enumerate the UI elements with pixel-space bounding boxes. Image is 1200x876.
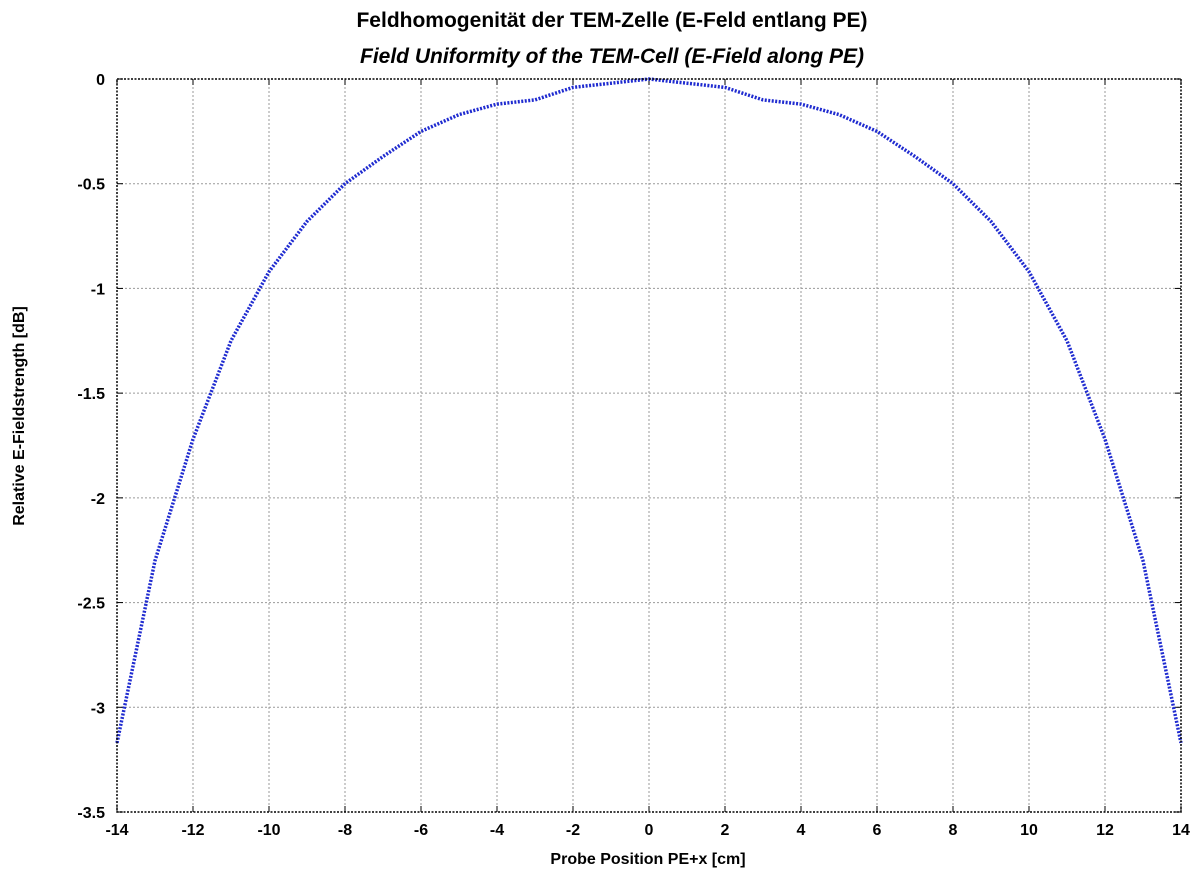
x-tick-label: 4 [797,822,806,839]
x-tick-label: -10 [257,822,280,839]
y-axis-label: Relative E-Fieldstrength [dB] [11,306,28,526]
axis-ticks: -14 -12 -10 -8 -6 -4 -2 0 2 4 6 8 10 12 14 0 -0.5 -1 -1.5 -… [77,72,1190,839]
x-tick-label: 8 [949,822,958,839]
x-tick-label: 10 [1020,822,1038,839]
x-tick-label: 0 [645,822,654,839]
x-tick-label: -14 [105,822,128,839]
x-tick-label: 12 [1096,822,1114,839]
y-tick-label: -1.5 [77,386,105,403]
x-tick-label: 2 [721,822,730,839]
x-tick-label: -12 [181,822,204,839]
y-tick-label: -1 [91,281,105,298]
x-tick-label: -6 [414,822,428,839]
y-tick-label: -0.5 [77,177,105,194]
chart-subtitle: Field Uniformity of the TEM-Cell (E-Fiel… [360,45,864,68]
y-tick-label: -2 [91,491,105,508]
x-tick-label: -4 [490,822,504,839]
x-tick-label: 6 [873,822,882,839]
grid [117,79,1181,812]
plot-frame [116,78,1182,813]
y-tick-label: -3 [91,700,105,717]
y-tick-label: -3.5 [77,805,105,822]
chart-title: Feldhomogenität der TEM-Zelle (E-Feld en… [356,9,867,32]
x-tick-label: -8 [338,822,352,839]
y-tick-label: -2.5 [77,596,105,613]
y-tick-label: 0 [96,72,105,89]
x-axis-label: Probe Position PE+x [cm] [550,851,745,868]
x-tick-label: -2 [566,822,580,839]
x-tick-label: 14 [1172,822,1190,839]
